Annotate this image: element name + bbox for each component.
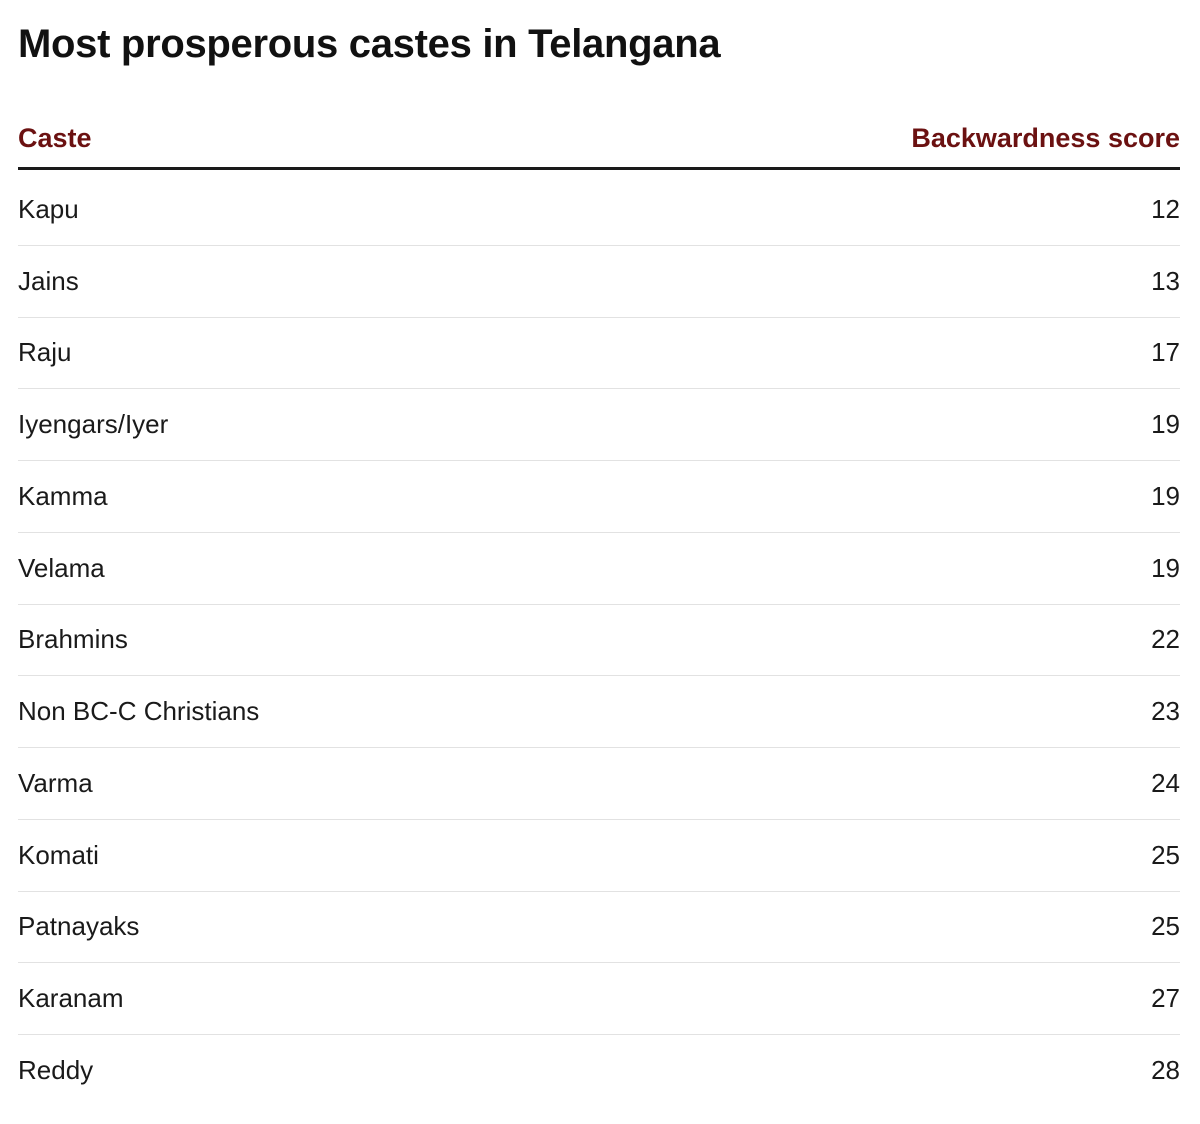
table-row: Jains 13 (18, 246, 1180, 318)
score-cell: 28 (1151, 1055, 1180, 1086)
caste-cell: Karanam (18, 983, 124, 1014)
score-cell: 17 (1151, 337, 1180, 368)
caste-cell: Non BC-C Christians (18, 696, 260, 727)
score-cell: 24 (1151, 767, 1180, 798)
caste-cell: Velama (18, 552, 105, 583)
caste-cell: Patnayaks (18, 911, 140, 942)
score-cell: 12 (1151, 193, 1180, 224)
score-cell: 19 (1151, 409, 1180, 440)
caste-cell: Reddy (18, 1055, 94, 1086)
table-row: Iyengars/Iyer 19 (18, 389, 1180, 461)
data-table: Caste Backwardness score Kapu 12 Jains 13 Ra… (18, 108, 1180, 1107)
score-cell: 19 (1151, 480, 1180, 511)
column-header-score: Backwardness score (911, 122, 1180, 153)
table-row: Non BC-C Christians 23 (18, 676, 1180, 748)
chart-title: Most prosperous castes in Telangana (18, 22, 721, 66)
score-cell: 13 (1151, 265, 1180, 296)
table-row: Karanam 27 (18, 963, 1180, 1035)
score-cell: 25 (1151, 839, 1180, 870)
caste-cell: Kapu (18, 193, 79, 224)
score-cell: 25 (1151, 911, 1180, 942)
table-row: Raju 17 (18, 318, 1180, 390)
caste-cell: Brahmins (18, 624, 128, 655)
table-row: Varma 24 (18, 748, 1180, 820)
table-header: Caste Backwardness score (18, 108, 1180, 170)
score-cell: 22 (1151, 624, 1180, 655)
caste-cell: Kamma (18, 480, 108, 511)
table-body: Kapu 12 Jains 13 Raju 17 Iyengars/Iyer 19 Kamma 1… (18, 174, 1180, 1107)
score-cell: 19 (1151, 552, 1180, 583)
score-cell: 27 (1151, 983, 1180, 1014)
caste-cell: Komati (18, 839, 99, 870)
table-row: Velama 19 (18, 533, 1180, 605)
caste-cell: Iyengars/Iyer (18, 409, 169, 440)
table-row: Patnayaks 25 (18, 892, 1180, 964)
caste-cell: Jains (18, 265, 79, 296)
column-header-caste: Caste (18, 122, 92, 153)
score-cell: 23 (1151, 696, 1180, 727)
table-row: Komati 25 (18, 820, 1180, 892)
caste-cell: Raju (18, 337, 72, 368)
table-row: Brahmins 22 (18, 605, 1180, 677)
table-row: Kapu 12 (18, 174, 1180, 246)
table-row: Kamma 19 (18, 461, 1180, 533)
table-row: Reddy 28 (18, 1035, 1180, 1107)
caste-cell: Varma (18, 767, 93, 798)
